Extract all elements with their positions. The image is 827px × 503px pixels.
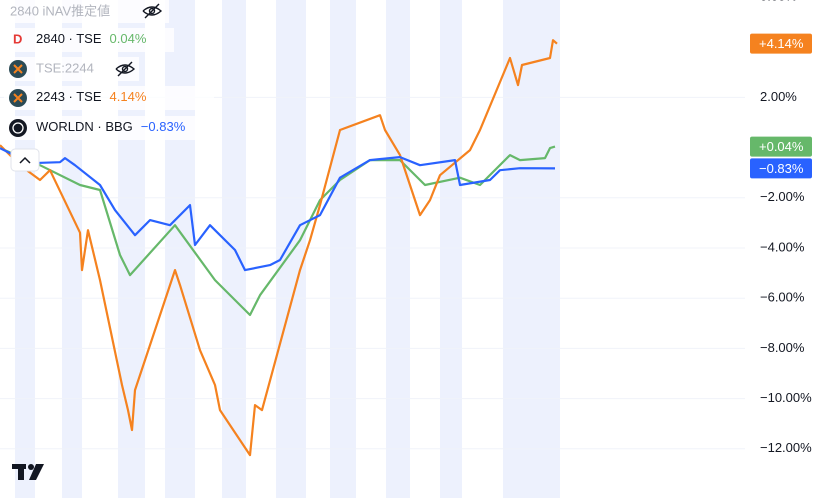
price-label: −0.83% bbox=[759, 161, 804, 176]
ticker-icon-x bbox=[13, 93, 23, 103]
price-label-box bbox=[750, 158, 812, 179]
series-line bbox=[0, 145, 556, 317]
y-tick-label: −8.00% bbox=[760, 340, 805, 355]
y-tick-label: −6.00% bbox=[760, 290, 805, 305]
price-label: +4.14% bbox=[759, 36, 804, 51]
eye-slash bbox=[144, 3, 160, 19]
legend-label: 2243 · TSE 4.14% bbox=[36, 89, 147, 104]
series-line bbox=[0, 39, 558, 457]
session-bands bbox=[15, 0, 560, 498]
eye-slash bbox=[117, 61, 133, 77]
globe-inner bbox=[12, 122, 24, 134]
session-band bbox=[165, 0, 195, 498]
eye-pupil bbox=[121, 65, 129, 73]
y-tick-label: 0.00% bbox=[760, 0, 797, 3]
legend-label: WORLDN · BBG −0.83% bbox=[36, 119, 186, 134]
y-tick-label: −10.00% bbox=[760, 390, 812, 405]
series-line bbox=[0, 147, 556, 272]
legend-label: TSE:2244 bbox=[36, 60, 94, 75]
session-band bbox=[276, 0, 306, 498]
price-label-box bbox=[750, 136, 812, 157]
visibility-toggle[interactable] bbox=[115, 61, 136, 77]
legend-row-bg bbox=[4, 0, 169, 23]
price-label-box bbox=[750, 33, 812, 54]
y-tick-label: 2.00% bbox=[760, 89, 797, 104]
legend-row-bg bbox=[4, 116, 214, 140]
visibility-toggle[interactable] bbox=[142, 3, 163, 19]
legend-row-bg bbox=[4, 86, 214, 110]
session-band bbox=[386, 0, 410, 498]
badge: D bbox=[13, 31, 22, 46]
tradingview-logo bbox=[12, 464, 44, 480]
price-label: +0.04% bbox=[759, 139, 804, 154]
session-band bbox=[118, 0, 145, 498]
collapse-button[interactable] bbox=[10, 148, 40, 172]
legend-label: 2840 · TSE 0.04% bbox=[36, 31, 147, 46]
session-band bbox=[503, 0, 560, 498]
y-tick-label: −4.00% bbox=[760, 239, 805, 254]
session-band bbox=[440, 0, 462, 498]
y-tick-label: −2.00% bbox=[760, 189, 805, 204]
y-tick-label: −12.00% bbox=[760, 440, 812, 455]
legend-label: 2840 iNAV推定値 bbox=[10, 3, 110, 18]
legend-row-bg bbox=[4, 28, 174, 52]
globe-icon bbox=[9, 119, 27, 137]
eye-pupil bbox=[148, 7, 156, 15]
ticker-icon-x bbox=[13, 64, 23, 74]
session-band bbox=[330, 0, 356, 498]
